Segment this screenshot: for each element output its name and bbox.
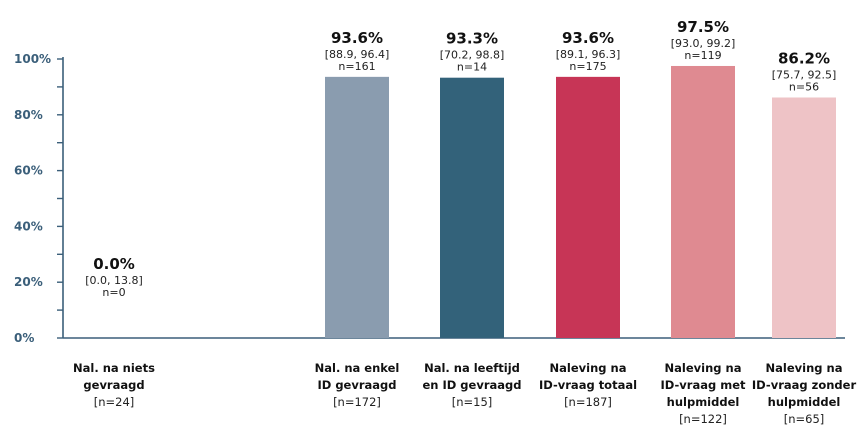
category-label: Naleving na bbox=[550, 361, 627, 375]
bar bbox=[556, 76, 620, 338]
value-label: 93.6% bbox=[331, 29, 383, 47]
category-label: Nal. na enkel bbox=[315, 361, 400, 375]
category-label: Naleving na bbox=[766, 361, 843, 375]
category-label: hulpmiddel bbox=[768, 395, 841, 409]
ci-label: [88.9, 96.4] bbox=[325, 48, 390, 61]
category-label: Naleving na bbox=[665, 361, 742, 375]
category-n-label: [n=15] bbox=[452, 395, 493, 409]
y-tick-label: 0% bbox=[14, 331, 34, 345]
category-label: hulpmiddel bbox=[667, 395, 740, 409]
category-label: Nal. na leeftijd bbox=[424, 361, 520, 375]
category-label: gevraagd bbox=[83, 378, 144, 392]
n-label: n=175 bbox=[569, 60, 606, 73]
category-label: ID-vraag met bbox=[660, 378, 746, 392]
category-n-label: [n=172] bbox=[333, 395, 381, 409]
value-label: 97.5% bbox=[677, 18, 729, 36]
bar bbox=[671, 65, 735, 338]
category-label: ID gevraagd bbox=[317, 378, 396, 392]
y-tick-label: 40% bbox=[14, 219, 43, 233]
ci-label: [89.1, 96.3] bbox=[556, 48, 621, 61]
ci-label: [93.0, 99.2] bbox=[671, 37, 736, 50]
value-label: 93.3% bbox=[446, 30, 498, 48]
category-label: en ID gevraagd bbox=[422, 378, 521, 392]
category-label: Nal. na niets bbox=[73, 361, 155, 375]
value-label: 86.2% bbox=[778, 50, 830, 68]
value-label: 0.0% bbox=[93, 255, 135, 273]
category-label: ID-vraag zonder bbox=[752, 378, 857, 392]
y-tick-label: 80% bbox=[14, 108, 43, 122]
bar bbox=[772, 97, 836, 338]
ci-label: [0.0, 13.8] bbox=[85, 274, 143, 287]
ci-label: [75.7, 92.5] bbox=[772, 69, 837, 82]
n-label: n=56 bbox=[789, 81, 819, 94]
category-n-label: [n=187] bbox=[564, 395, 612, 409]
n-label: n=0 bbox=[102, 286, 125, 299]
n-label: n=14 bbox=[457, 61, 487, 74]
n-label: n=119 bbox=[684, 49, 721, 62]
category-n-label: [n=65] bbox=[784, 412, 825, 426]
category-n-label: [n=24] bbox=[94, 395, 135, 409]
n-label: n=161 bbox=[338, 60, 375, 73]
value-label: 93.6% bbox=[562, 29, 614, 47]
y-tick-label: 20% bbox=[14, 275, 43, 289]
ci-label: [70.2, 98.8] bbox=[440, 49, 505, 62]
category-label: ID-vraag totaal bbox=[539, 378, 637, 392]
bar bbox=[440, 77, 504, 339]
y-tick-label: 60% bbox=[14, 164, 43, 178]
category-n-label: [n=122] bbox=[679, 412, 727, 426]
bar bbox=[325, 76, 389, 338]
y-tick-label: 100% bbox=[14, 52, 51, 66]
